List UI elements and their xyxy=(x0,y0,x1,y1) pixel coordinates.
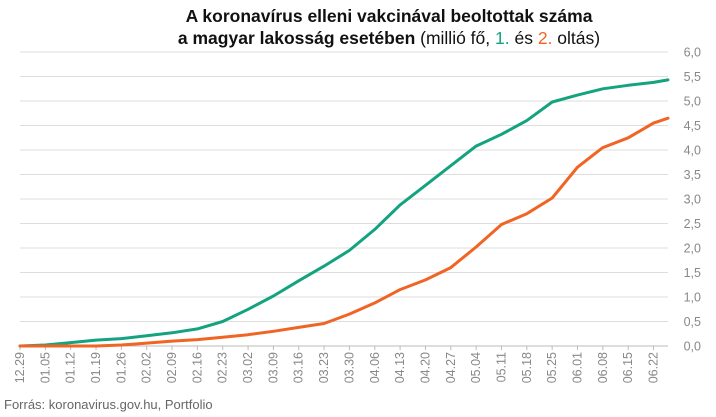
series-line-second-dose xyxy=(18,116,670,348)
chart-title: A koronavírus elleni vakcinával beoltott… xyxy=(0,5,716,49)
x-tick-label: 05.18 xyxy=(520,352,534,383)
x-tick-label: 12.29 xyxy=(13,352,27,383)
y-tick-label: 5,0 xyxy=(684,95,701,109)
y-tick-label: 4,0 xyxy=(684,144,701,158)
x-tick-label: 03.02 xyxy=(241,352,255,383)
x-tick-label: 02.23 xyxy=(216,352,230,383)
x-tick-label: 02.09 xyxy=(165,352,179,383)
x-tick-label: 06.01 xyxy=(570,352,584,383)
y-tick-label: 3,5 xyxy=(684,168,701,182)
y-axis-tick-labels: 0,0 0,5 1,0 1,5 2,0 2,5 3,0 3,5 4,0 4,5 5,0 5,5 6,0 xyxy=(684,46,701,354)
y-tick-label: 6,0 xyxy=(684,46,701,60)
chart-title-line-2: a magyar lakosság esetében (millió fő, 1… xyxy=(177,28,601,48)
x-tick-label: 04.13 xyxy=(393,352,407,383)
x-axis-tick-labels: 12.29 01.05 01.12 01.19 01.26 02.02 02.09 02.16… xyxy=(13,346,661,383)
x-tick-label: 03.23 xyxy=(317,352,331,383)
x-tick-label: 01.19 xyxy=(89,352,103,383)
x-tick-label: 02.02 xyxy=(140,352,154,383)
source-note: Forrás: koronavirus.gov.hu, Portfolio xyxy=(4,397,213,412)
x-tick-label: 06.15 xyxy=(621,352,635,383)
x-tick-label: 01.05 xyxy=(38,352,52,383)
x-tick-label: 04.20 xyxy=(418,352,432,383)
y-tick-label: 1,5 xyxy=(684,266,701,280)
x-tick-label: 05.11 xyxy=(494,352,508,382)
series-line-first-dose xyxy=(18,78,670,348)
x-tick-label: 01.12 xyxy=(64,352,78,383)
x-tick-label: 01.26 xyxy=(114,352,128,383)
y-tick-label: 2,0 xyxy=(684,242,701,256)
x-tick-label: 05.25 xyxy=(545,352,559,383)
x-tick-label: 04.27 xyxy=(444,352,458,383)
x-tick-label: 04.06 xyxy=(368,352,382,383)
x-tick-label: 06.08 xyxy=(596,352,610,383)
x-tick-label: 06.22 xyxy=(647,352,661,383)
chart-title-line-1: A koronavírus elleni vakcinával beoltott… xyxy=(185,6,593,26)
y-tick-label: 5,5 xyxy=(684,70,701,84)
y-tick-label: 0,5 xyxy=(684,315,701,329)
y-tick-label: 3,0 xyxy=(684,193,701,207)
legend-second-dose: 2. xyxy=(537,28,553,48)
x-tick-label: 03.16 xyxy=(292,352,306,383)
y-tick-label: 0,0 xyxy=(684,340,701,354)
data-series xyxy=(18,78,670,348)
x-tick-label: 03.30 xyxy=(342,352,356,383)
y-tick-label: 1,0 xyxy=(684,291,701,305)
x-tick-label: 02.16 xyxy=(190,352,204,383)
y-tick-label: 2,5 xyxy=(684,217,701,231)
y-tick-label: 4,5 xyxy=(684,119,701,133)
x-tick-label: 03.09 xyxy=(266,352,280,383)
legend-first-dose: 1. xyxy=(495,28,510,48)
grid-lines xyxy=(20,51,668,347)
x-tick-label: 05.04 xyxy=(469,352,483,383)
